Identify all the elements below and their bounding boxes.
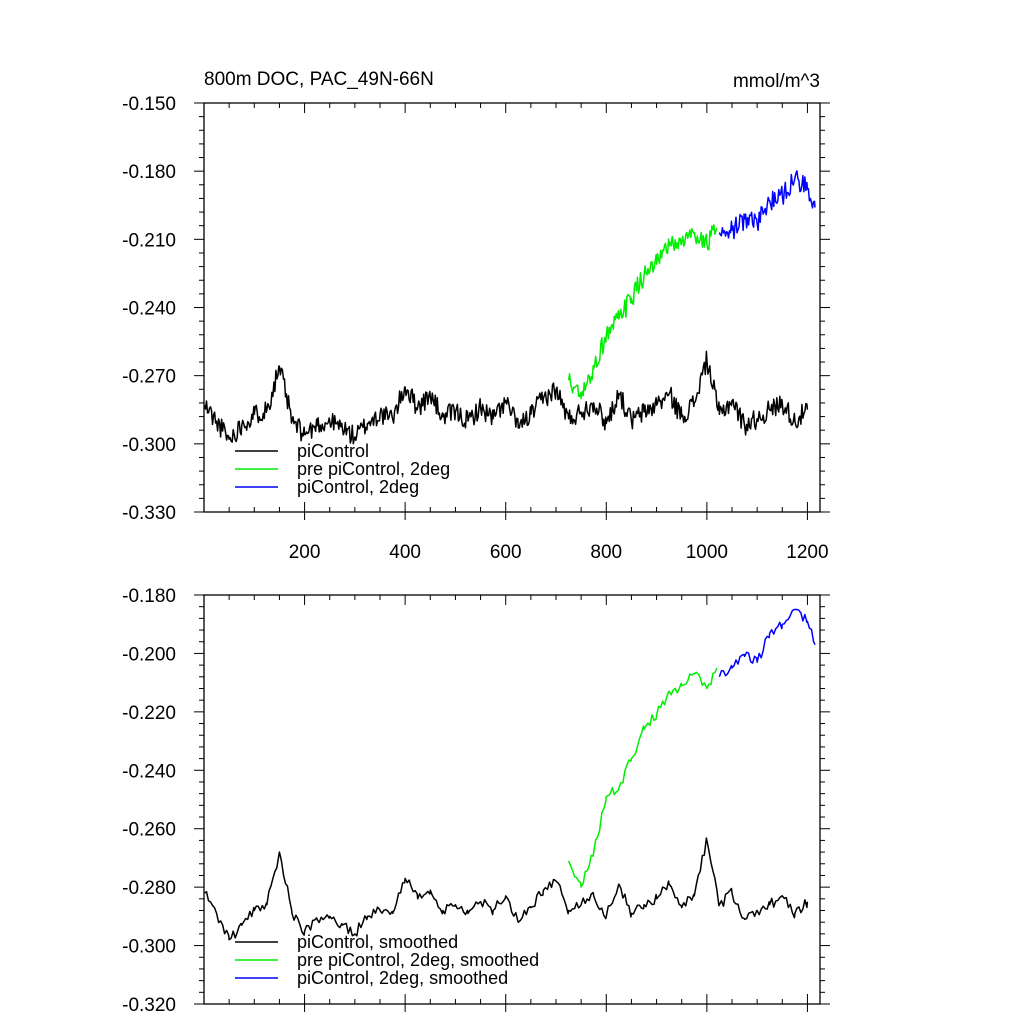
y-tick-label: -0.260 [122, 820, 176, 841]
y-tick-labels: -0.150 -0.180 -0.210 -0.240 -0.270 -0.300 -0.3… [122, 94, 176, 524]
chart-title: 800m DOC, PAC_49N-66N [204, 69, 434, 90]
legend-label: pre piControl, 2deg [297, 459, 450, 479]
y-tick-labels: -0.180 -0.200 -0.220 -0.240 -0.260 -0.280 -0.3… [122, 586, 176, 1016]
x-tick-labels: 200 400 600 800 1000 1200 [289, 542, 829, 563]
y-tick-label: -0.240 [122, 761, 176, 782]
series-line-1 [567, 224, 718, 400]
y-tick-label: -0.240 [122, 299, 176, 320]
legend-label: piControl, smoothed [297, 932, 458, 952]
y-tick-label: -0.300 [122, 937, 176, 958]
y-tick-label: -0.300 [122, 435, 176, 456]
series-line-0 [204, 837, 809, 941]
y-tick-label: -0.330 [122, 503, 176, 524]
y-tick-label: -0.200 [122, 644, 176, 665]
y-tick-label: -0.180 [122, 586, 176, 607]
x-tick-label: 400 [389, 542, 421, 563]
top-panel: 800m DOC, PAC_49N-66N mmol/m^3 -0.150-0.… [122, 69, 830, 563]
series-line-0 [203, 350, 809, 445]
bottom-panel: -0.180 -0.200 -0.220 -0.240 -0.260 -0.280 -0.3… [122, 586, 830, 1016]
series-line-1 [567, 667, 718, 888]
axis-ticks [194, 594, 830, 1012]
series-line-2 [718, 170, 816, 240]
y-tick-label: -0.270 [122, 367, 176, 388]
axis-ticks [194, 102, 830, 520]
x-tick-label: 1200 [786, 542, 828, 563]
x-tick-label: 1000 [686, 542, 728, 563]
y-tick-label: -0.150 [122, 94, 176, 115]
y-tick-label: -0.180 [122, 162, 176, 183]
legend-label: pre piControl, 2deg, smoothed [297, 950, 539, 970]
units-label: mmol/m^3 [733, 71, 820, 92]
x-tick-label: 600 [490, 542, 522, 563]
series-lines [204, 608, 816, 941]
series-line-2 [718, 608, 816, 678]
series-lines [203, 170, 816, 445]
y-tick-label: -0.210 [122, 230, 176, 251]
y-tick-label: -0.220 [122, 703, 176, 724]
x-tick-label: 800 [590, 542, 622, 563]
y-tick-label: -0.320 [122, 995, 176, 1016]
legend-label: piControl, 2deg [297, 477, 419, 497]
y-tick-label: -0.280 [122, 878, 176, 899]
plot-frame [203, 594, 821, 1005]
x-tick-label: 200 [289, 542, 321, 563]
legend-label: piControl, 2deg, smoothed [297, 968, 508, 988]
legend-label: piControl [297, 441, 369, 461]
